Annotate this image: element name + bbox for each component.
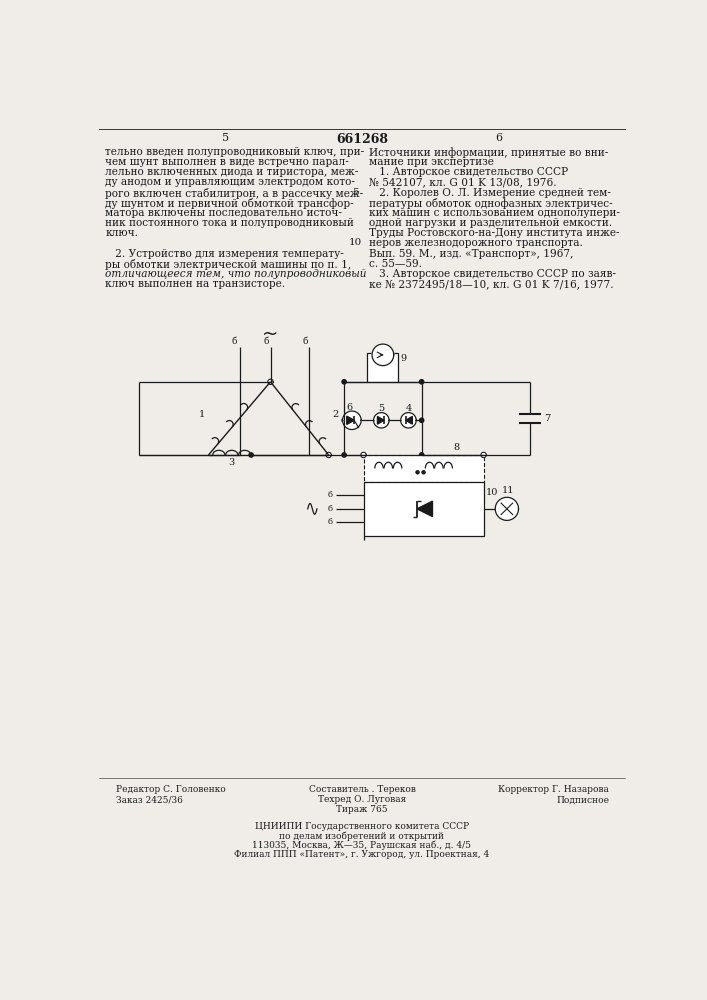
Text: 5: 5 — [378, 404, 385, 413]
Text: 5: 5 — [352, 188, 359, 197]
Text: лельно включенных диода и тиристора, меж-: лельно включенных диода и тиристора, меж… — [105, 167, 358, 177]
Text: Составитель . Тереков: Составитель . Тереков — [308, 785, 416, 794]
Text: с. 55—59.: с. 55—59. — [369, 259, 422, 269]
Text: 3: 3 — [228, 458, 235, 467]
Text: 11: 11 — [502, 486, 515, 495]
Text: б: б — [327, 505, 332, 513]
Text: матора включены последовательно источ-: матора включены последовательно источ- — [105, 208, 342, 218]
Text: 4: 4 — [405, 404, 411, 413]
Polygon shape — [372, 344, 394, 366]
Polygon shape — [496, 497, 518, 520]
Text: б: б — [232, 337, 237, 346]
Text: 8: 8 — [454, 443, 460, 452]
Text: 113035, Москва, Ж—35, Раушская наб., д. 4/5: 113035, Москва, Ж—35, Раушская наб., д. … — [252, 841, 472, 850]
Text: ник постоянного тока и полупроводниковый: ник постоянного тока и полупроводниковый — [105, 218, 354, 228]
Polygon shape — [419, 380, 423, 384]
Polygon shape — [343, 411, 361, 430]
Text: 3. Авторское свидетельство СССР по заяв-: 3. Авторское свидетельство СССР по заяв- — [369, 269, 616, 279]
Text: тельно введен полупроводниковый ключ, при-: тельно введен полупроводниковый ключ, пр… — [105, 147, 365, 157]
Text: пературы обмоток однофазных электричес-: пературы обмоток однофазных электричес- — [369, 198, 612, 209]
Text: 6: 6 — [346, 403, 353, 412]
Polygon shape — [419, 453, 423, 457]
Polygon shape — [422, 471, 425, 474]
Text: 1: 1 — [199, 410, 204, 419]
Text: рого включен стабилитрон, а в рассечку меж-: рого включен стабилитрон, а в рассечку м… — [105, 188, 363, 199]
Text: по делам изобретений и открытий: по делам изобретений и открытий — [279, 831, 445, 841]
Text: б: б — [327, 518, 332, 526]
Text: № 542107, кл. G 01 K 13/08, 1976.: № 542107, кл. G 01 K 13/08, 1976. — [369, 177, 556, 187]
Text: 2. Устройство для измерения температу-: 2. Устройство для измерения температу- — [105, 249, 344, 259]
Polygon shape — [417, 501, 433, 517]
Polygon shape — [378, 416, 384, 424]
Text: Подписное: Подписное — [556, 795, 609, 804]
Polygon shape — [373, 413, 389, 428]
Polygon shape — [401, 413, 416, 428]
Polygon shape — [346, 416, 354, 424]
Text: Корректор Г. Назарова: Корректор Г. Назарова — [498, 785, 609, 794]
Text: ~: ~ — [262, 324, 279, 343]
Text: Тираж 765: Тираж 765 — [336, 805, 387, 814]
Text: чем шунт выполнен в виде встречно парал-: чем шунт выполнен в виде встречно парал- — [105, 157, 349, 167]
Text: Техред О. Луговая: Техред О. Луговая — [318, 795, 406, 804]
Text: Редактор С. Головенко: Редактор С. Головенко — [115, 785, 226, 794]
Text: б: б — [264, 337, 269, 346]
Text: мание при экспертизе: мание при экспертизе — [369, 157, 493, 167]
Text: 2. Королев О. Л. Измерение средней тем-: 2. Королев О. Л. Измерение средней тем- — [369, 188, 611, 198]
Polygon shape — [419, 418, 423, 422]
Text: 5: 5 — [222, 133, 229, 143]
Text: 661268: 661268 — [336, 133, 388, 146]
Text: ключ выполнен на транзисторе.: ключ выполнен на транзисторе. — [105, 279, 286, 289]
Text: ду шунтом и первичной обмоткой трансфор-: ду шунтом и первичной обмоткой трансфор- — [105, 198, 354, 209]
Polygon shape — [361, 452, 366, 458]
Polygon shape — [342, 380, 346, 384]
Text: 1. Авторское свидетельство СССР: 1. Авторское свидетельство СССР — [369, 167, 568, 177]
Text: Заказ 2425/36: Заказ 2425/36 — [115, 795, 182, 804]
Text: 2: 2 — [332, 410, 339, 419]
Text: ры обмотки электрической машины по п. 1,: ры обмотки электрической машины по п. 1, — [105, 259, 351, 270]
Polygon shape — [268, 379, 273, 384]
Text: Филиал ППП «Патент», г. Ужгород, ул. Проектная, 4: Филиал ППП «Патент», г. Ужгород, ул. Про… — [234, 850, 489, 859]
Text: Вып. 59. М., изд. «Транспорт», 1967,: Вып. 59. М., изд. «Транспорт», 1967, — [369, 249, 573, 259]
Bar — [368, 353, 398, 382]
Polygon shape — [326, 452, 332, 458]
Text: ЦНИИПИ Государственного комитета СССР: ЦНИИПИ Государственного комитета СССР — [255, 822, 469, 831]
Text: неров железнодорожного транспорта.: неров железнодорожного транспорта. — [369, 238, 583, 248]
Text: б: б — [327, 491, 332, 499]
Polygon shape — [342, 418, 346, 422]
Polygon shape — [342, 453, 346, 457]
Text: отличающееся тем, что полупроводниковый: отличающееся тем, что полупроводниковый — [105, 269, 367, 279]
Text: ке № 2372495/18—10, кл. G 01 K 7/16, 1977.: ке № 2372495/18—10, кл. G 01 K 7/16, 197… — [369, 279, 614, 289]
Polygon shape — [249, 453, 253, 457]
Text: одной нагрузки и разделительной емкости.: одной нагрузки и разделительной емкости. — [369, 218, 612, 228]
Text: ду анодом и управляющим электродом кото-: ду анодом и управляющим электродом кото- — [105, 177, 356, 187]
Text: Труды Ростовского-на-Дону института инже-: Труды Ростовского-на-Дону института инже… — [369, 228, 619, 238]
Polygon shape — [481, 452, 486, 458]
Text: б: б — [302, 337, 308, 346]
Text: 7: 7 — [544, 414, 550, 423]
Text: 6: 6 — [496, 133, 503, 143]
Bar — [363, 455, 484, 482]
Text: ких машин с использованием однополупери-: ких машин с использованием однополупери- — [369, 208, 620, 218]
Text: 10: 10 — [349, 238, 363, 247]
Text: ключ.: ключ. — [105, 228, 139, 238]
Polygon shape — [406, 416, 412, 424]
Bar — [363, 482, 484, 536]
Text: 10: 10 — [486, 488, 498, 497]
Text: Источники информации, принятые во вни-: Источники информации, принятые во вни- — [369, 147, 608, 158]
Polygon shape — [416, 471, 419, 474]
Text: 9: 9 — [400, 354, 406, 363]
